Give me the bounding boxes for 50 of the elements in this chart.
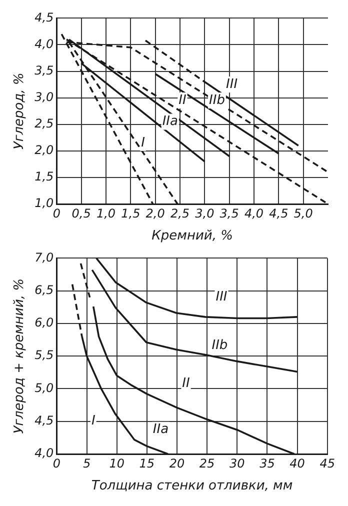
y-tick-label: 6,5 (34, 282, 54, 297)
x-tick-label: 10 (109, 456, 125, 470)
y-tick-label: 4,0 (34, 36, 54, 51)
x-tick-label: 5,0 (294, 206, 314, 220)
y-tick-label: 1,0 (34, 196, 54, 210)
x-axis-title: Толщина стенки отливки, мм (91, 478, 293, 494)
x-tick-label: 4,0 (244, 206, 264, 220)
x-tick-label: 1,0 (96, 206, 116, 220)
y-tick-label: 3,0 (34, 90, 54, 104)
x-tick-label: 0 (52, 456, 61, 470)
annotation: IIa (152, 422, 169, 438)
y-tick-label: 4,0 (34, 446, 54, 460)
annotation: II (178, 92, 186, 108)
x-tick-label: 3,5 (220, 206, 239, 220)
annotation: IIa (162, 114, 178, 130)
x-tick-label: 2,0 (146, 206, 166, 220)
x-tick-label: 25 (199, 456, 215, 470)
x-tick-label: 0 (52, 206, 61, 220)
x-tick-label: 4,5 (269, 206, 288, 220)
y-tick-label: 3,5 (34, 63, 54, 78)
x-tick-label: 0,5 (72, 206, 91, 220)
annotation: II (182, 376, 190, 391)
x-tick-label: 45 (320, 456, 336, 470)
annotation: IIb (212, 338, 228, 354)
y-tick-label: 4,5 (34, 10, 54, 24)
x-tick-label: 3,0 (195, 206, 215, 220)
x-tick-label: 1,5 (121, 206, 140, 220)
x-tick-label: 40 (290, 456, 306, 470)
y-tick-label: 5,0 (34, 380, 54, 395)
annotation: III (226, 76, 238, 92)
y-axis-title: Углерод + кремний, % (12, 278, 28, 434)
annotation: I (91, 414, 96, 429)
annotation: I (141, 135, 146, 150)
x-axis-title: Кремний, % (152, 228, 233, 244)
y-axis-title: Углерод, % (12, 72, 28, 150)
x-tick-label: 2,5 (170, 206, 190, 220)
x-tick-label: 20 (169, 456, 185, 470)
y-tick-label: 2,5 (34, 116, 54, 130)
y-tick-label: 1,5 (34, 170, 54, 184)
y-tick-label: 6,0 (34, 316, 54, 330)
x-tick-label: 30 (230, 456, 246, 470)
x-tick-label: 5 (82, 456, 91, 470)
x-tick-label: 15 (139, 456, 155, 470)
y-tick-label: 5,5 (34, 348, 54, 362)
y-tick-label: 7,0 (34, 250, 54, 264)
x-tick-label: 35 (260, 456, 275, 470)
annotation: IIb (209, 92, 225, 108)
y-tick-label: 2,0 (34, 143, 54, 158)
annotation: III (216, 290, 228, 305)
y-tick-label: 4,5 (34, 413, 54, 428)
